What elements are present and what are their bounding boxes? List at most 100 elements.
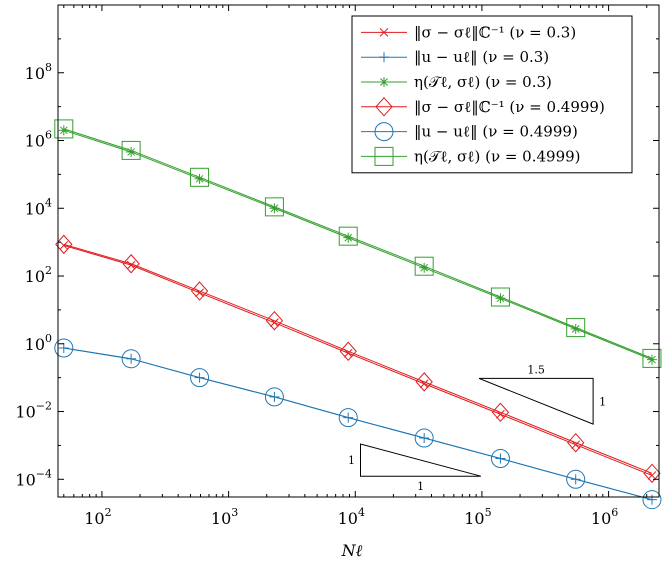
data-point-s6-6 <box>414 256 434 276</box>
marker-shape <box>566 318 586 338</box>
data-point-s3-4 <box>269 203 280 214</box>
legend-marker <box>374 146 394 166</box>
marker-stroke <box>379 28 389 37</box>
data-point-s3-9 <box>646 354 657 365</box>
legend-entry-6: η(𝒯ℓ, σℓ) (ν = 0.4999) <box>361 146 581 166</box>
tick-base: 10 <box>464 509 484 528</box>
y-tick-label: 106 <box>25 129 52 151</box>
tick-exponent: 4 <box>358 506 365 519</box>
data-point-s6-9 <box>642 348 662 368</box>
marker-stroke <box>419 379 429 389</box>
legend-label: η(𝒯ℓ, σℓ) (ν = 0.3) <box>414 73 552 91</box>
slope-triangle-outline <box>478 377 594 425</box>
tick-exponent: 6 <box>45 129 52 142</box>
series-line-2 <box>63 347 653 501</box>
data-point-s5-8 <box>566 469 586 489</box>
slope-run-label: 1 <box>417 480 424 493</box>
tick-exponent: 2 <box>105 506 112 519</box>
tick-exponent: 5 <box>485 506 492 519</box>
marker-shape <box>121 349 141 369</box>
marker-stroke <box>647 471 657 480</box>
marker-shape <box>643 463 661 484</box>
data-point-s6-4 <box>264 197 284 217</box>
tick-exponent: −4 <box>36 467 52 480</box>
marker-stroke <box>126 260 136 270</box>
legend-marker <box>379 52 389 63</box>
data-point-s4-3 <box>190 281 209 301</box>
marker-stroke <box>59 241 69 250</box>
marker-shape <box>566 469 586 489</box>
data-point-s5-2 <box>121 349 141 369</box>
data-point-s5-4 <box>264 387 284 407</box>
series-line-4 <box>63 243 653 474</box>
data-point-s5-5 <box>338 408 358 428</box>
data-point-s6-8 <box>566 318 586 338</box>
data-point-s6-3 <box>190 167 210 187</box>
tick-base: 10 <box>25 199 45 218</box>
marker-shape <box>338 226 358 246</box>
data-point-s4-7 <box>491 402 510 423</box>
data-point-s6-2 <box>121 140 141 160</box>
legend-label: ‖u − uℓ‖ (ν = 0.4999) <box>414 123 578 141</box>
slope-triangle-outline <box>360 443 481 477</box>
marker-stroke <box>571 440 581 450</box>
y-tick-label: 10−2 <box>15 400 52 422</box>
marker-shape <box>54 338 74 358</box>
slope-rise-label: 1 <box>599 395 606 408</box>
data-point-s4-9 <box>643 463 661 484</box>
tick-exponent: 3 <box>231 506 238 519</box>
tick-exponent: 2 <box>45 264 52 277</box>
tick-base: 10 <box>84 509 104 528</box>
series-line-1 <box>63 244 653 476</box>
legend: ‖σ − σℓ‖ℂ⁻¹ (ν = 0.3) ‖u − uℓ‖ (ν = 0.3) η… <box>351 15 633 174</box>
data-point-s4-2 <box>122 254 140 274</box>
tick-base: 10 <box>25 335 45 354</box>
marker-shape <box>338 408 358 428</box>
legend-entry-2: ‖u − uℓ‖ (ν = 0.3) <box>361 48 549 66</box>
marker-shape <box>375 97 393 117</box>
tick-base: 10 <box>338 509 358 528</box>
marker-stroke <box>195 288 204 298</box>
y-tick-label: 108 <box>25 61 52 83</box>
tick-base: 10 <box>15 470 35 489</box>
marker-shape <box>190 281 209 301</box>
data-point-s5-6 <box>414 428 434 448</box>
marker-shape <box>190 167 210 187</box>
marker-shape <box>264 197 284 217</box>
marker-stroke <box>343 348 353 358</box>
marker-shape <box>414 428 434 448</box>
data-point-s4-5 <box>339 341 357 362</box>
legend-label: ‖σ − σℓ‖ℂ⁻¹ (ν = 0.3) <box>414 23 576 41</box>
data-point-s6-5 <box>338 226 358 246</box>
legend-label: ‖σ − σℓ‖ℂ⁻¹ (ν = 0.4999) <box>414 98 605 116</box>
data-point-s5-3 <box>190 368 210 388</box>
legend-label: ‖u − uℓ‖ (ν = 0.3) <box>414 48 549 66</box>
y-tick-label: 10−4 <box>15 467 52 489</box>
tick-base: 10 <box>211 509 231 528</box>
data-point-s5-1 <box>54 338 74 358</box>
x-tick-label: 102 <box>84 506 111 528</box>
marker-shape <box>642 348 662 368</box>
tick-exponent: 8 <box>45 61 52 74</box>
marker-shape <box>642 490 662 510</box>
tick-base: 10 <box>591 509 611 528</box>
tick-exponent: 6 <box>611 506 618 519</box>
tick-base: 10 <box>25 64 45 83</box>
legend-marker <box>379 77 389 87</box>
x-tick-label: 104 <box>338 506 365 528</box>
data-point-s4-4 <box>265 310 284 331</box>
data-point-s1-2 <box>126 260 136 270</box>
legend-marker <box>374 122 394 142</box>
marker-shape <box>490 287 510 307</box>
marker-stroke <box>496 409 505 419</box>
legend-marker <box>379 28 389 37</box>
tick-exponent: 0 <box>45 332 52 345</box>
marker-shape <box>567 432 585 453</box>
tick-base: 10 <box>25 132 45 151</box>
marker-shape <box>374 122 394 142</box>
marker-shape <box>264 387 284 407</box>
marker-shape <box>122 254 140 274</box>
slope-triangle-1: 1.51 <box>478 363 606 425</box>
